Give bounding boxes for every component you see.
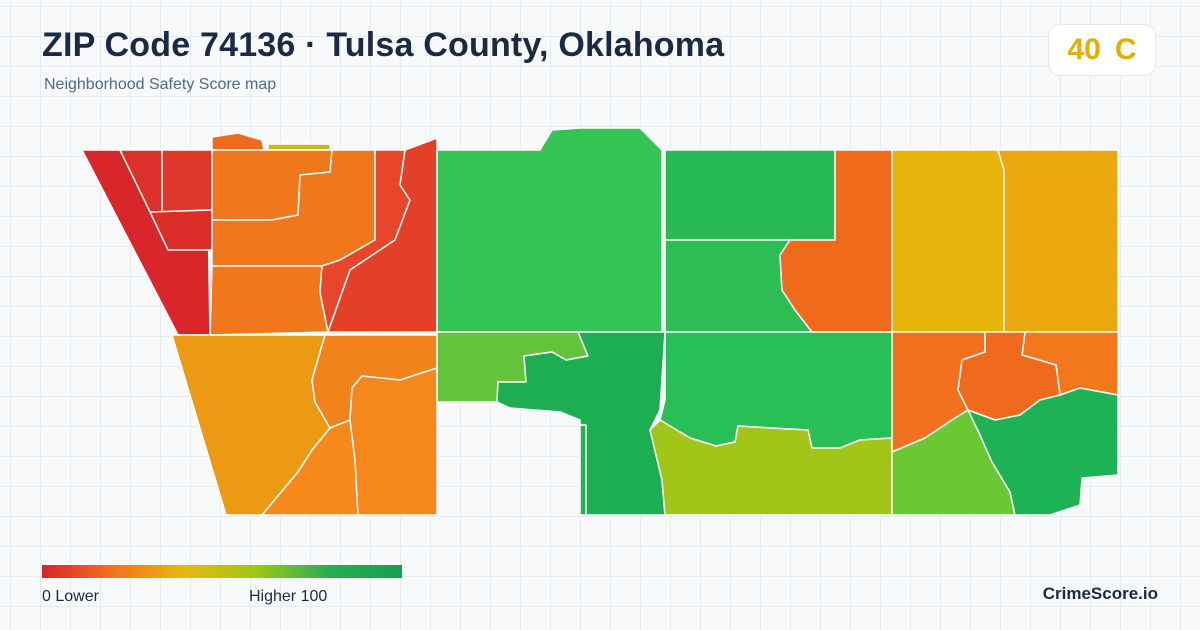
region-nw-top-tab[interactable] <box>211 132 265 151</box>
region-south-tail[interactable] <box>579 424 587 516</box>
page-title: ZIP Code 74136 · Tulsa County, Oklahoma <box>42 26 725 64</box>
safety-score-badge: 40 C <box>1048 24 1156 76</box>
legend-min-label: 0 Lower <box>42 588 99 605</box>
region-nw-upper-b[interactable] <box>161 149 213 213</box>
score-grade: C <box>1114 33 1137 66</box>
region-south-central-green[interactable] <box>496 331 666 516</box>
page-subtitle: Neighborhood Safety Score map <box>44 76 277 93</box>
brand-logo-text: CrimeScore.io <box>1042 584 1158 603</box>
region-north-central[interactable] <box>436 127 663 333</box>
region-nw-orange-lower[interactable] <box>209 265 329 336</box>
region-sw-east[interactable] <box>349 367 438 516</box>
region-se-green[interactable] <box>967 387 1119 516</box>
score-value: 40 <box>1067 33 1101 66</box>
legend-color-scale <box>42 565 402 578</box>
region-east-yellow[interactable] <box>891 149 1005 333</box>
region-south-yellowgreen[interactable] <box>649 419 893 516</box>
legend-max-label: Higher 100 <box>249 588 328 605</box>
region-nw-top-sliver[interactable] <box>267 143 331 151</box>
region-ne-green-top[interactable] <box>664 149 836 241</box>
region-far-east-yellow[interactable] <box>997 149 1119 333</box>
